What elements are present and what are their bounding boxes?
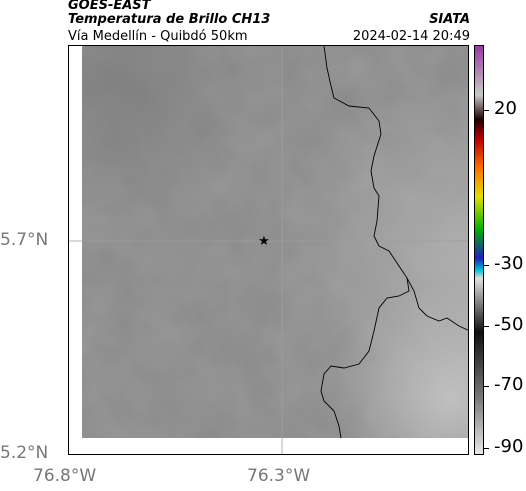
location-star-icon[interactable]: ★ bbox=[258, 234, 270, 249]
colorbar-label-20: 20 bbox=[494, 98, 517, 119]
department-boundary-east bbox=[406, 277, 468, 331]
x-tick-76-3w: 76.3°W bbox=[247, 466, 311, 486]
colorbar-tick bbox=[484, 448, 489, 449]
colorbar-label-minus30: -30 bbox=[494, 253, 524, 274]
header-organization: SIATA bbox=[429, 12, 470, 27]
header-product: Temperatura de Brillo CH13 bbox=[68, 12, 271, 27]
colorbar-tick bbox=[484, 110, 489, 111]
colorbar-label-minus50: -50 bbox=[494, 314, 524, 335]
colorbar-label-minus70: -70 bbox=[494, 374, 524, 395]
map-image: ★ bbox=[69, 46, 468, 454]
header-datetime: 2024-02-14 20:49 bbox=[352, 29, 470, 44]
header-satellite: GOES-EAST bbox=[68, 0, 151, 13]
header-region: Vía Medellín - Quibdó 50km bbox=[68, 29, 248, 44]
colorbar-tick bbox=[484, 326, 489, 327]
colorbar-tick bbox=[484, 265, 489, 266]
colorbar-label-minus90: -90 bbox=[494, 436, 524, 457]
department-boundary bbox=[320, 46, 410, 439]
colorbar-tick bbox=[484, 386, 489, 387]
map-panel[interactable]: ★ bbox=[68, 45, 469, 455]
temperature-colorbar bbox=[474, 45, 484, 455]
y-tick-5-7n: 5.7°N bbox=[0, 230, 49, 250]
y-tick-5-2n: 5.2°N bbox=[0, 443, 49, 463]
x-tick-76-8w: 76.8°W bbox=[33, 466, 97, 486]
